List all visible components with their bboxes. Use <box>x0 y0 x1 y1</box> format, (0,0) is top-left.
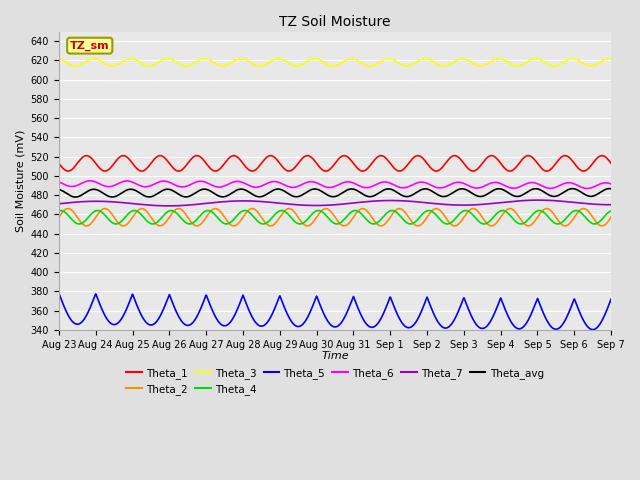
Text: TZ_sm: TZ_sm <box>70 40 109 51</box>
X-axis label: Time: Time <box>321 351 349 361</box>
Title: TZ Soil Moisture: TZ Soil Moisture <box>279 15 391 29</box>
Legend: Theta_1, Theta_2, Theta_3, Theta_4, Theta_5, Theta_6, Theta_7, Theta_avg: Theta_1, Theta_2, Theta_3, Theta_4, Thet… <box>122 364 548 399</box>
Y-axis label: Soil Moisture (mV): Soil Moisture (mV) <box>15 130 25 232</box>
